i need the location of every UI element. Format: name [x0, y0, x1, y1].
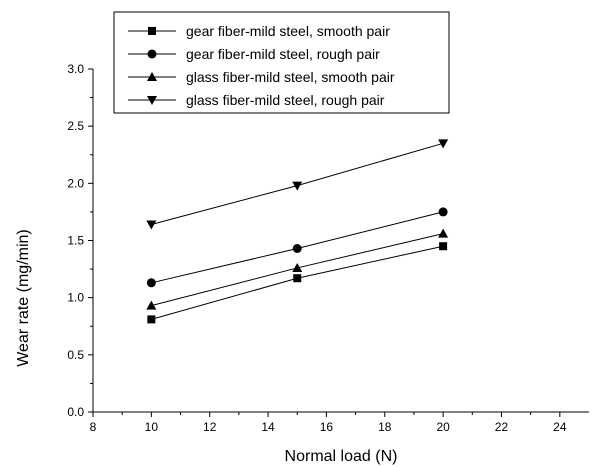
legend-items: gear fiber-mild steel, smooth pair gear f…: [128, 23, 395, 108]
x-tick-label: 24: [553, 420, 567, 434]
legend-marker: [147, 49, 157, 59]
series-1: [147, 242, 448, 324]
x-tick-label: 16: [320, 420, 334, 434]
series-2: [146, 207, 448, 288]
data-point: [146, 220, 157, 230]
data-point: [438, 228, 449, 238]
y-axis-title: Wear rate (mg/min): [15, 229, 32, 367]
data-point: [292, 181, 303, 191]
legend-marker: [147, 72, 157, 81]
legend-box: [113, 11, 450, 114]
legend-item: glass fiber-mild steel, rough pair: [128, 92, 385, 108]
x-tick-label: 10: [145, 420, 159, 434]
legend-item: gear fiber-mild steel, smooth pair: [128, 23, 390, 39]
x-axis-title: Normal load (N): [285, 448, 398, 465]
y-tick-label: 2.0: [67, 176, 84, 190]
legend: gear fiber-mild steel, smooth pair gear f…: [113, 11, 450, 114]
data-point: [292, 262, 303, 272]
legend-item: gear fiber-mild steel, rough pair: [128, 46, 380, 62]
x-tick-label: 20: [436, 420, 450, 434]
legend-marker: [147, 96, 157, 105]
y-tick-label: 1.0: [67, 291, 84, 305]
data-point: [146, 278, 156, 288]
legend-label: gear fiber-mild steel, smooth pair: [186, 23, 390, 39]
x-tick-label: 18: [378, 420, 392, 434]
y-tick-label: 0.0: [67, 405, 84, 419]
y-axis-ticks: 0.0 0.5 1.0 1.5 2.0 2.5 3.0: [67, 62, 93, 419]
data-point: [292, 244, 302, 254]
y-tick-label: 3.0: [67, 62, 84, 76]
series-layer: [146, 139, 449, 324]
series-3: [146, 228, 449, 310]
data-point: [438, 207, 448, 217]
x-tick-label: 22: [495, 420, 509, 434]
legend-label: gear fiber-mild steel, rough pair: [186, 46, 380, 62]
x-tick-label: 14: [261, 420, 275, 434]
data-point: [147, 315, 156, 324]
legend-item: glass fiber-mild steel, smooth pair: [128, 69, 395, 85]
legend-label: glass fiber-mild steel, rough pair: [186, 92, 385, 108]
x-axis-ticks: 8 10 12 14 16 18 20 22 24: [90, 412, 567, 434]
y-tick-label: 1.5: [67, 234, 84, 248]
y-tick-label: 2.5: [67, 119, 84, 133]
x-tick-label: 8: [90, 420, 97, 434]
data-point: [438, 139, 449, 149]
data-point: [439, 242, 448, 251]
x-tick-label: 12: [203, 420, 217, 434]
legend-marker: [148, 27, 156, 35]
data-point: [293, 274, 302, 283]
y-tick-label: 0.5: [67, 348, 84, 362]
data-point: [146, 300, 157, 310]
legend-label: glass fiber-mild steel, smooth pair: [186, 69, 395, 85]
series-4: [146, 139, 449, 230]
